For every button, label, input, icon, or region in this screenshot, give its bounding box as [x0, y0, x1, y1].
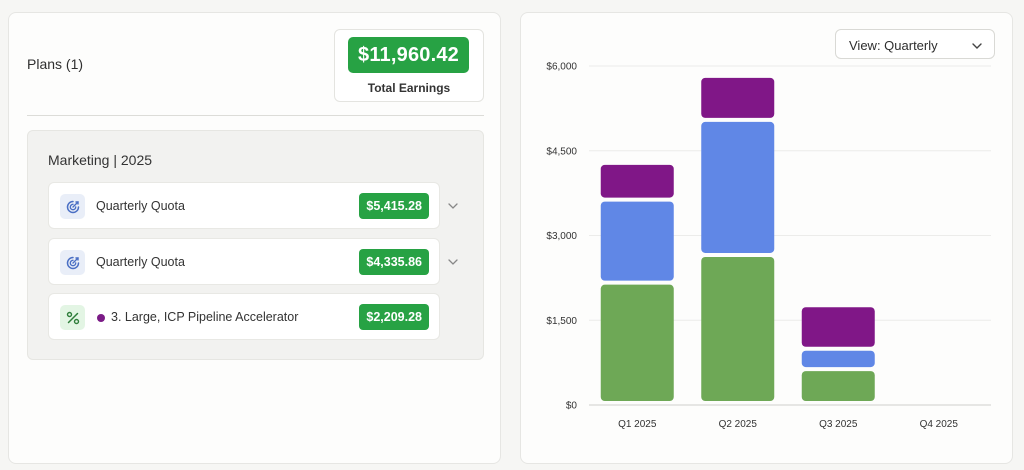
- plan-row-pipeline-accelerator[interactable]: 3. Large, ICP Pipeline Accelerator $2,20…: [48, 293, 440, 340]
- y-tick-label: $6,000: [546, 62, 577, 73]
- total-earnings-amount: $11,960.42: [348, 37, 469, 73]
- plan-row-label: Quarterly Quota: [96, 255, 185, 269]
- y-tick-label: $0: [566, 401, 578, 412]
- chevron-down-icon[interactable]: [446, 255, 460, 269]
- x-tick-label: Q1 2025: [618, 419, 657, 430]
- plan-row-amount: $2,209.28: [359, 304, 429, 330]
- total-earnings-label: Total Earnings: [367, 81, 451, 95]
- bar-segment[interactable]: [701, 121, 775, 253]
- quota-target-icon: [60, 194, 85, 219]
- earnings-chart-panel: $0 $1,500 $3,000 $4,500 $6,000 Q1 2025 Q2 2025…: [520, 12, 1013, 464]
- percent-icon: [60, 305, 85, 330]
- divider: [27, 115, 484, 116]
- x-tick-label: Q2 2025: [719, 419, 758, 430]
- y-tick-label: $3,000: [546, 231, 577, 242]
- x-tick-label: Q4 2025: [920, 419, 959, 430]
- bar-segment[interactable]: [701, 77, 775, 118]
- chevron-down-icon: [971, 39, 983, 51]
- quota-target-icon: [60, 250, 85, 275]
- view-select-label: View: Quarterly: [849, 38, 938, 53]
- bar-segment[interactable]: [801, 350, 875, 368]
- plans-title: Plans (1): [27, 56, 84, 72]
- chevron-down-icon[interactable]: [446, 199, 460, 213]
- plan-row-quarterly-quota-2[interactable]: Quarterly Quota $4,335.86: [48, 238, 440, 285]
- plan-row-label: 3. Large, ICP Pipeline Accelerator: [111, 310, 299, 324]
- total-earnings-card: $11,960.42 Total Earnings: [334, 29, 484, 102]
- stacked-bar-chart: $0 $1,500 $3,000 $4,500 $6,000 Q1 2025 Q2 2025…: [546, 62, 991, 430]
- plan-row-quarterly-quota-1[interactable]: Quarterly Quota $5,415.28: [48, 182, 440, 229]
- plan-row-amount: $5,415.28: [359, 193, 429, 219]
- plan-row-amount: $4,335.86: [359, 249, 429, 275]
- bar-segment[interactable]: [801, 307, 875, 347]
- bar-segment[interactable]: [701, 256, 775, 401]
- bar-segment[interactable]: [801, 371, 875, 401]
- plan-color-dot: [97, 314, 105, 322]
- bar-segment[interactable]: [600, 164, 674, 198]
- bar-segment[interactable]: [600, 284, 674, 401]
- x-tick-label: Q3 2025: [819, 419, 858, 430]
- plans-panel: Plans (1) $11,960.42 Total Earnings Mark…: [8, 12, 501, 464]
- y-tick-label: $1,500: [546, 316, 577, 327]
- plan-group-marketing: Marketing | 2025 Quarterly Quota $5,415.…: [27, 130, 484, 360]
- plan-row-label: Quarterly Quota: [96, 199, 185, 213]
- y-tick-label: $4,500: [546, 146, 577, 157]
- plan-group-title: Marketing | 2025: [48, 152, 153, 168]
- view-select[interactable]: View: Quarterly: [835, 29, 995, 59]
- bar-segment[interactable]: [600, 201, 674, 281]
